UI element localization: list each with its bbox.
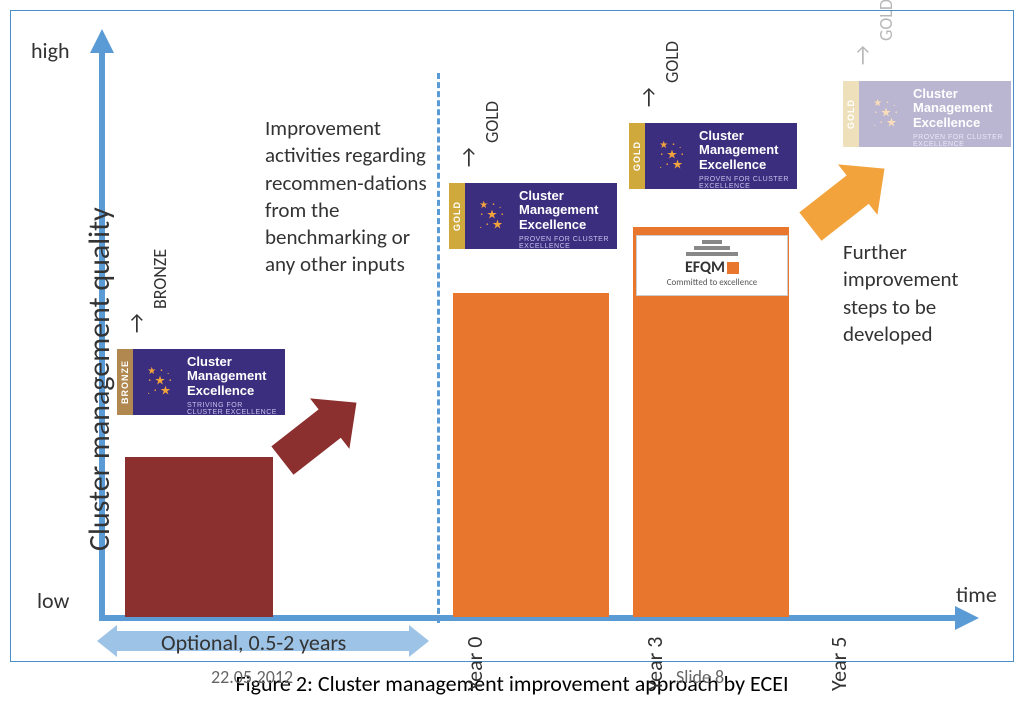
badge-gold-3-faded: GOLD★ ･ .･ ★ ･. ･ ★ClusterManagementExce… [843, 81, 1011, 147]
tick-year5: Year 5 [825, 637, 852, 691]
x-axis-label: time [956, 581, 997, 608]
orange-arrow [799, 169, 876, 240]
bar-gold1 [453, 293, 609, 617]
bar-bronze [125, 457, 273, 617]
desc-right: Further improvement steps to be develope… [843, 239, 1003, 348]
optional-label: Optional, 0.5-2 years [161, 629, 346, 656]
efqm-sub: Committed to excellence [637, 277, 787, 288]
efqm-box: EFQM Committed to excellence [636, 235, 788, 296]
efqm-title: EFQM [685, 258, 725, 277]
y-axis-title: Cluster management quality [81, 91, 118, 551]
badge-gold-1: GOLD★ ･ .･ ★ ･. ･ ★ClusterManagementExce… [449, 183, 617, 249]
efqm-square-icon [727, 262, 739, 274]
badge-gold-2: GOLD★ ･ .･ ★ ･. ･ ★ClusterManagementExce… [629, 123, 797, 189]
tick-year3: Year 3 [641, 637, 668, 691]
footer-slide: Slide 8 [676, 666, 724, 688]
chart-frame: high low Cluster management quality time… [10, 10, 1014, 662]
y-label-high: high [31, 37, 70, 64]
y-axis-arrowhead [90, 29, 114, 53]
efqm-bars-icon [637, 240, 787, 256]
y-label-low: low [37, 587, 69, 614]
desc-left: Improvement activities regarding recomme… [265, 115, 435, 279]
x-axis-arrowhead [955, 606, 979, 630]
tick-year0: Year 0 [461, 637, 488, 691]
year0-divider [437, 73, 440, 623]
figure-caption: Figure 2: Cluster management improvement… [10, 662, 1014, 697]
footer-date: 22.05.2012 [211, 666, 293, 688]
badge-bronze: BRONZE★ ･ .･ ★ ･. ･ ★ClusterManagementEx… [117, 349, 285, 415]
